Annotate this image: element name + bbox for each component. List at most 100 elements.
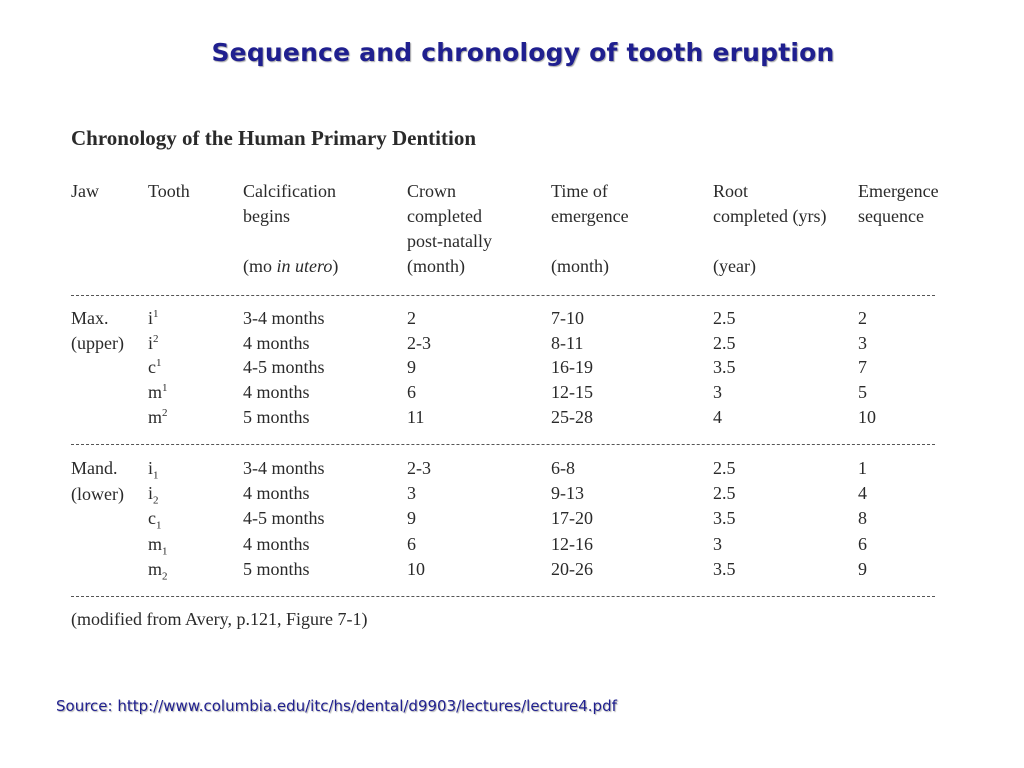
- sequence-cell: 5: [858, 382, 867, 403]
- tooth-cell: m2: [148, 407, 168, 428]
- sequence-cell: 2: [858, 308, 867, 328]
- header-emergence-line1: Time of: [551, 181, 608, 201]
- sequence-cell: 6: [858, 533, 867, 554]
- unit-emergence: (month): [551, 256, 609, 276]
- emergence-cell: 25-28: [551, 406, 593, 427]
- crown-cell: 2-3: [407, 458, 431, 478]
- jaw-lower-line1: Mand.: [71, 458, 118, 478]
- calc-cell: 4 months: [243, 483, 310, 504]
- tooth-index: 1: [162, 382, 168, 395]
- source-link[interactable]: Source: http://www.columbia.edu/itc/hs/d…: [56, 697, 617, 715]
- tooth-cell: m1: [148, 533, 168, 557]
- sequence-cell: 8: [858, 508, 867, 529]
- tooth-cell: c1: [148, 357, 162, 378]
- tooth-index: 2: [153, 332, 159, 345]
- header-sequence-line1: Emergence: [858, 181, 939, 201]
- jaw-upper-line2: (upper): [71, 333, 124, 353]
- divider-middle: [71, 444, 935, 445]
- unit-crown: (month): [407, 256, 465, 276]
- header-root: Root completed (yrs): [713, 179, 826, 229]
- header-root-line2: completed (yrs): [713, 206, 827, 226]
- emergence-cell: 16-19: [551, 357, 593, 378]
- crown-cell: 2-3: [407, 332, 431, 353]
- tooth-index: 2: [153, 494, 159, 507]
- tooth-index: 1: [153, 308, 159, 320]
- root-cell: 3.5: [713, 508, 736, 529]
- header-sequence-line2: sequence: [858, 206, 924, 226]
- crown-cell: 11: [407, 406, 425, 427]
- emergence-cell: 17-20: [551, 508, 593, 529]
- unit-calcification-pre: (mo: [243, 256, 277, 276]
- calc-cell: 4 months: [243, 533, 310, 554]
- tooth-letter: m: [148, 558, 163, 579]
- crown-cell: 3: [407, 483, 416, 504]
- root-cell: 3: [713, 533, 722, 554]
- tooth-letter: c: [148, 357, 156, 378]
- header-crown: Crown completed post-natally: [407, 179, 492, 254]
- unit-calcification-italic: in utero: [276, 256, 333, 276]
- sequence-cell: 1: [858, 458, 867, 478]
- tooth-letter: i: [148, 483, 154, 504]
- tooth-letter: i: [148, 458, 154, 478]
- tooth-letter: c: [148, 508, 156, 529]
- header-calcification: Calcification begins: [243, 179, 336, 229]
- tooth-letter: m: [148, 406, 163, 427]
- tooth-cell: m2: [148, 558, 168, 583]
- sequence-cell: 10: [858, 406, 876, 427]
- calc-cell: 4-5 months: [243, 508, 325, 529]
- unit-calcification-post: ): [332, 256, 339, 276]
- jaw-upper-line1: Max.: [71, 308, 109, 328]
- emergence-cell: 9-13: [551, 483, 584, 504]
- header-crown-line3: post-natally: [407, 231, 492, 251]
- emergence-cell: 6-8: [551, 458, 575, 478]
- root-cell: 2.5: [713, 483, 736, 504]
- header-root-line1: Root: [713, 181, 749, 201]
- slide-title: Sequence and chronology of tooth eruptio…: [211, 38, 835, 67]
- root-cell: 3.5: [713, 558, 736, 579]
- tooth-letter: m: [148, 533, 163, 554]
- divider-bottom: [71, 596, 935, 597]
- header-jaw: Jaw: [71, 179, 99, 204]
- crown-cell: 6: [407, 382, 416, 403]
- emergence-cell: 7-10: [551, 308, 584, 328]
- root-cell: 4: [713, 406, 722, 427]
- header-tooth: Tooth: [148, 179, 190, 204]
- crown-cell: 9: [407, 508, 416, 529]
- tooth-letter: m: [148, 382, 163, 403]
- root-cell: 2.5: [713, 332, 736, 353]
- calc-cell: 5 months: [243, 558, 310, 579]
- tooth-cell: i1: [148, 458, 159, 481]
- emergence-cell: 12-16: [551, 533, 593, 554]
- tooth-letter: i: [148, 332, 154, 353]
- tooth-cell: i2: [148, 483, 159, 507]
- tooth-cell: i1: [148, 308, 159, 329]
- table-title: Chronology of the Human Primary Dentitio…: [71, 126, 477, 150]
- root-cell: 2.5: [713, 308, 736, 328]
- tooth-index: 1: [156, 519, 162, 532]
- header-emergence-line2: emergence: [551, 206, 629, 226]
- tooth-index: 2: [162, 570, 168, 583]
- crown-cell: 10: [407, 558, 425, 579]
- header-sequence: Emergence sequence: [858, 179, 939, 229]
- jaw-lower-line2: (lower): [71, 484, 124, 504]
- crown-cell: 9: [407, 357, 416, 378]
- root-cell: 3: [713, 382, 722, 403]
- sequence-cell: 3: [858, 332, 867, 353]
- root-cell: 2.5: [713, 458, 736, 478]
- footnote: (modified from Avery, p.121, Figure 7-1): [71, 609, 368, 629]
- emergence-cell: 20-26: [551, 558, 593, 579]
- root-cell: 3.5: [713, 357, 736, 378]
- tooth-index: 2: [162, 406, 168, 419]
- sequence-cell: 7: [858, 357, 867, 378]
- unit-root: (year): [713, 256, 756, 276]
- tooth-letter: i: [148, 308, 154, 328]
- tooth-cell: m1: [148, 382, 168, 403]
- header-emergence: Time of emergence: [551, 179, 629, 229]
- sequence-cell: 9: [858, 558, 867, 579]
- header-tooth-label: Tooth: [148, 181, 190, 201]
- emergence-cell: 12-15: [551, 382, 593, 403]
- calc-cell: 4-5 months: [243, 357, 325, 378]
- header-crown-line2: completed: [407, 206, 482, 226]
- calc-cell: 4 months: [243, 332, 310, 353]
- header-jaw-label: Jaw: [71, 181, 99, 201]
